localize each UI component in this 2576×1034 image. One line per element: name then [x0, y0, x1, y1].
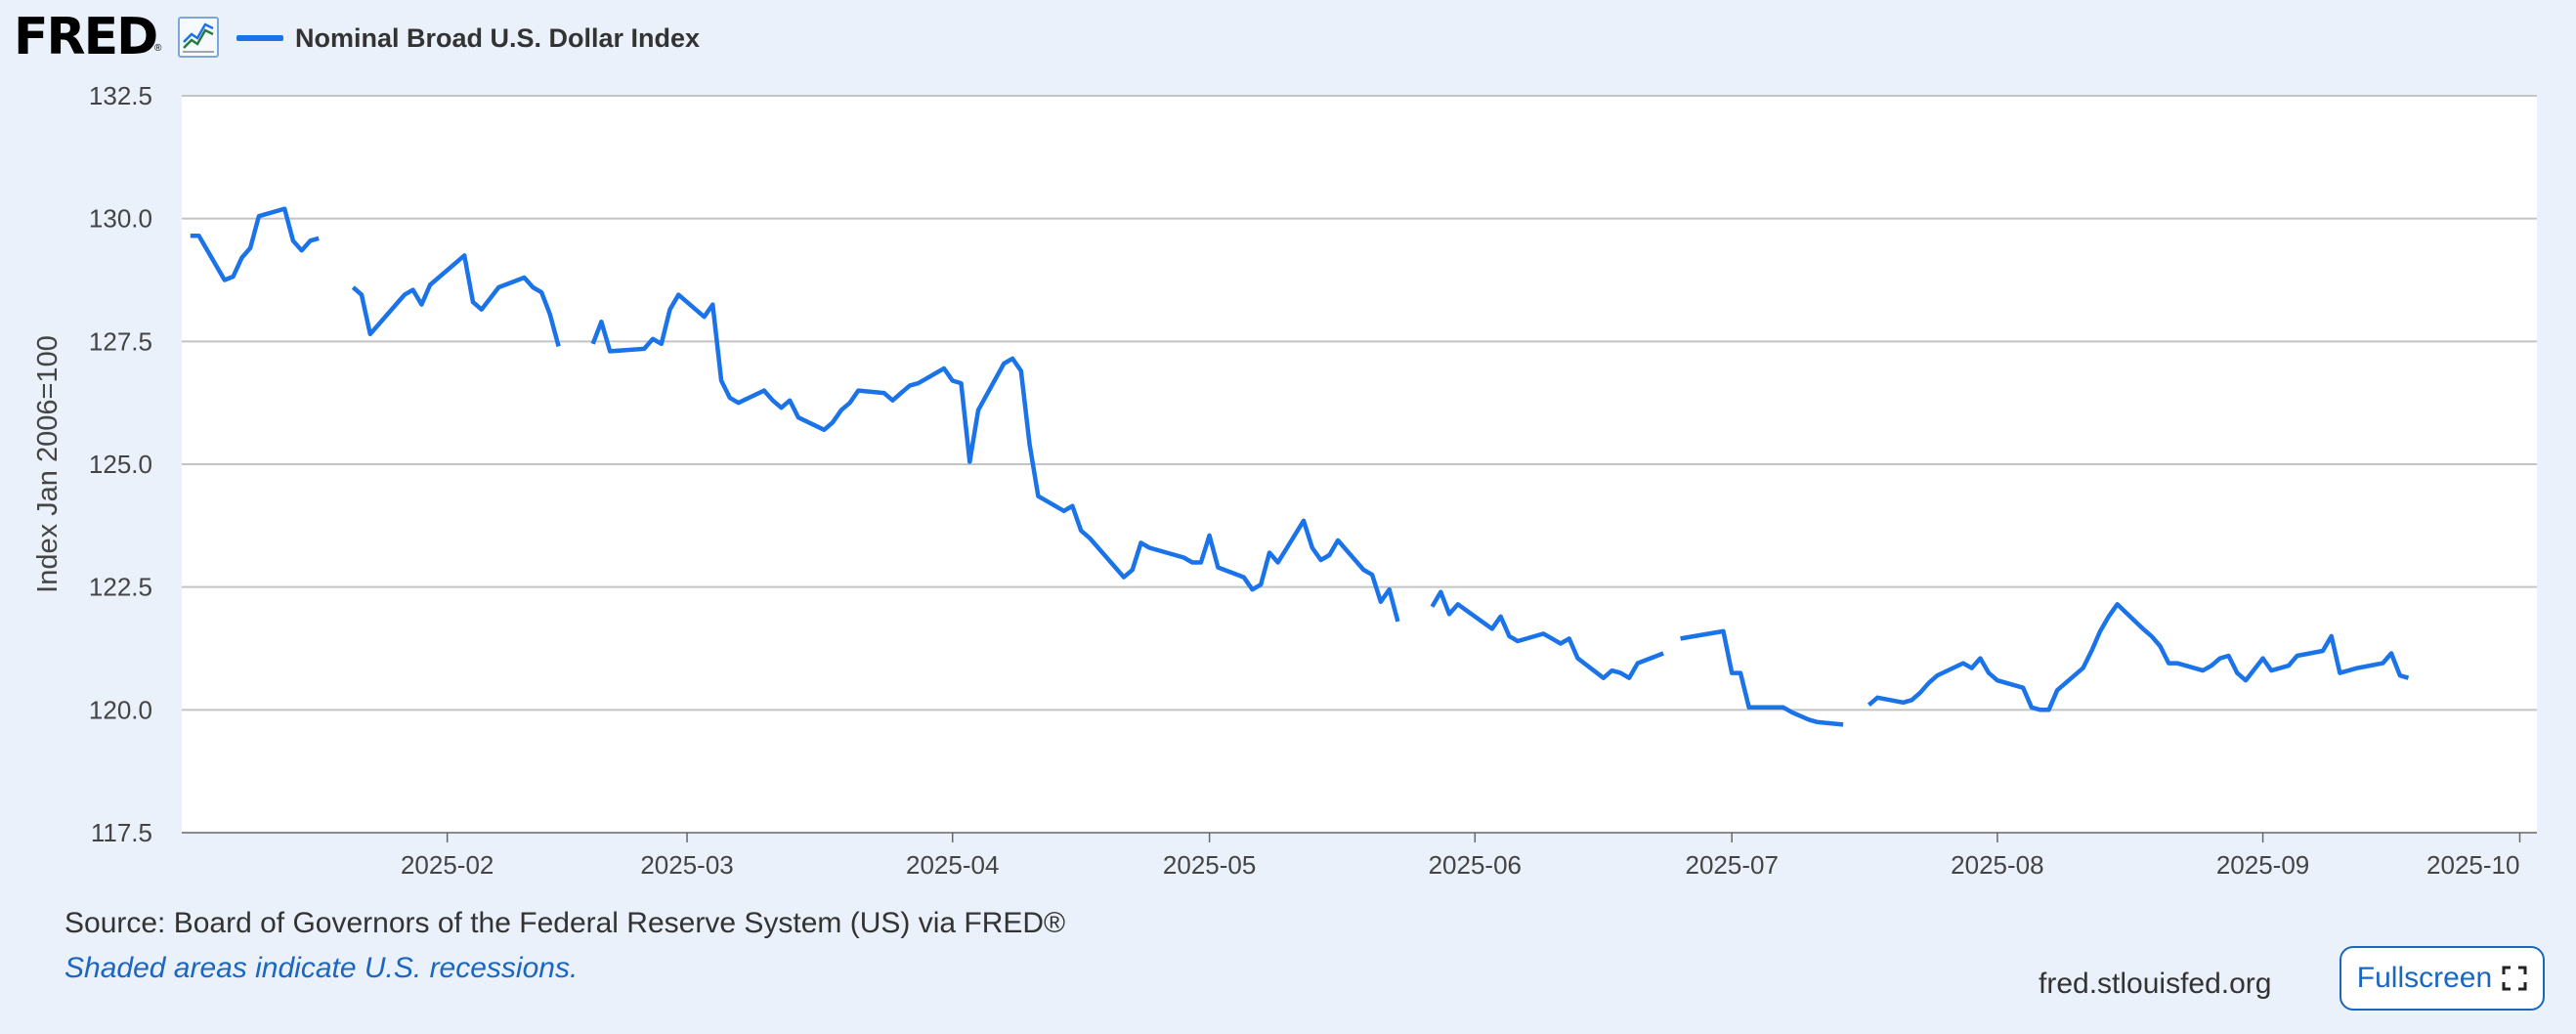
- x-tick-label: 2025-09: [2216, 850, 2309, 880]
- fullscreen-button[interactable]: Fullscreen: [2340, 946, 2545, 1011]
- legend-label: Nominal Broad U.S. Dollar Index: [295, 23, 701, 53]
- series-line[interactable]: [190, 206, 320, 282]
- fullscreen-label: Fullscreen: [2356, 962, 2493, 994]
- y-axis-title: Index Jan 2006=100: [32, 335, 64, 593]
- y-axis-ticks: 117.5 120.0 122.5 125.0 127.5 130.0 132.5: [89, 81, 152, 847]
- x-tick-label: 2025-06: [1429, 850, 1522, 880]
- y-tick-label: 130.0: [89, 204, 152, 234]
- series-line[interactable]: [351, 253, 561, 347]
- y-tick-label: 117.5: [91, 818, 152, 847]
- expand-icon: [2502, 966, 2527, 991]
- x-tick-label: 2025-08: [1951, 850, 2043, 880]
- x-tick-label: 2025-03: [640, 850, 733, 880]
- y-tick-label: 125.0: [89, 450, 152, 479]
- x-tick-label: 2025-04: [906, 850, 999, 880]
- chart-header: FRED ® Nominal Broad U.S. Dollar Index: [0, 0, 2576, 78]
- legend-swatch: [236, 35, 283, 41]
- source-note: Source: Board of Governors of the Federa…: [64, 907, 1066, 939]
- y-tick-label: 132.5: [89, 81, 152, 110]
- site-url[interactable]: fred.stlouisfed.org: [2039, 968, 2272, 1000]
- series-line[interactable]: [590, 292, 1400, 623]
- series-line[interactable]: [1867, 602, 2410, 712]
- x-tick-label: 2025-10: [2426, 850, 2519, 880]
- x-tick-label: 2025-05: [1163, 850, 1256, 880]
- y-tick-label: 127.5: [89, 326, 152, 356]
- x-tick-label: 2025-02: [401, 850, 494, 880]
- chart: 117.5 120.0 122.5 125.0 127.5 130.0 132.5 2025…: [32, 81, 2537, 880]
- y-tick-label: 122.5: [89, 573, 152, 602]
- series-line[interactable]: [1430, 589, 1664, 680]
- series-line[interactable]: [1680, 628, 1844, 727]
- fred-logo[interactable]: FRED: [14, 8, 158, 66]
- y-tick-label: 120.0: [89, 695, 152, 724]
- line-graph-icon[interactable]: [178, 17, 219, 58]
- series-line-group[interactable]: [190, 206, 2410, 727]
- x-tick-label: 2025-07: [1686, 850, 1779, 880]
- recession-note[interactable]: Shaded areas indicate U.S. recessions.: [64, 952, 579, 984]
- x-axis-ticks: 2025-02 2025-03 2025-04 2025-05 2025-06 2025-…: [401, 833, 2521, 880]
- gridlines: [182, 95, 2537, 711]
- registered-mark: ®: [154, 43, 162, 54]
